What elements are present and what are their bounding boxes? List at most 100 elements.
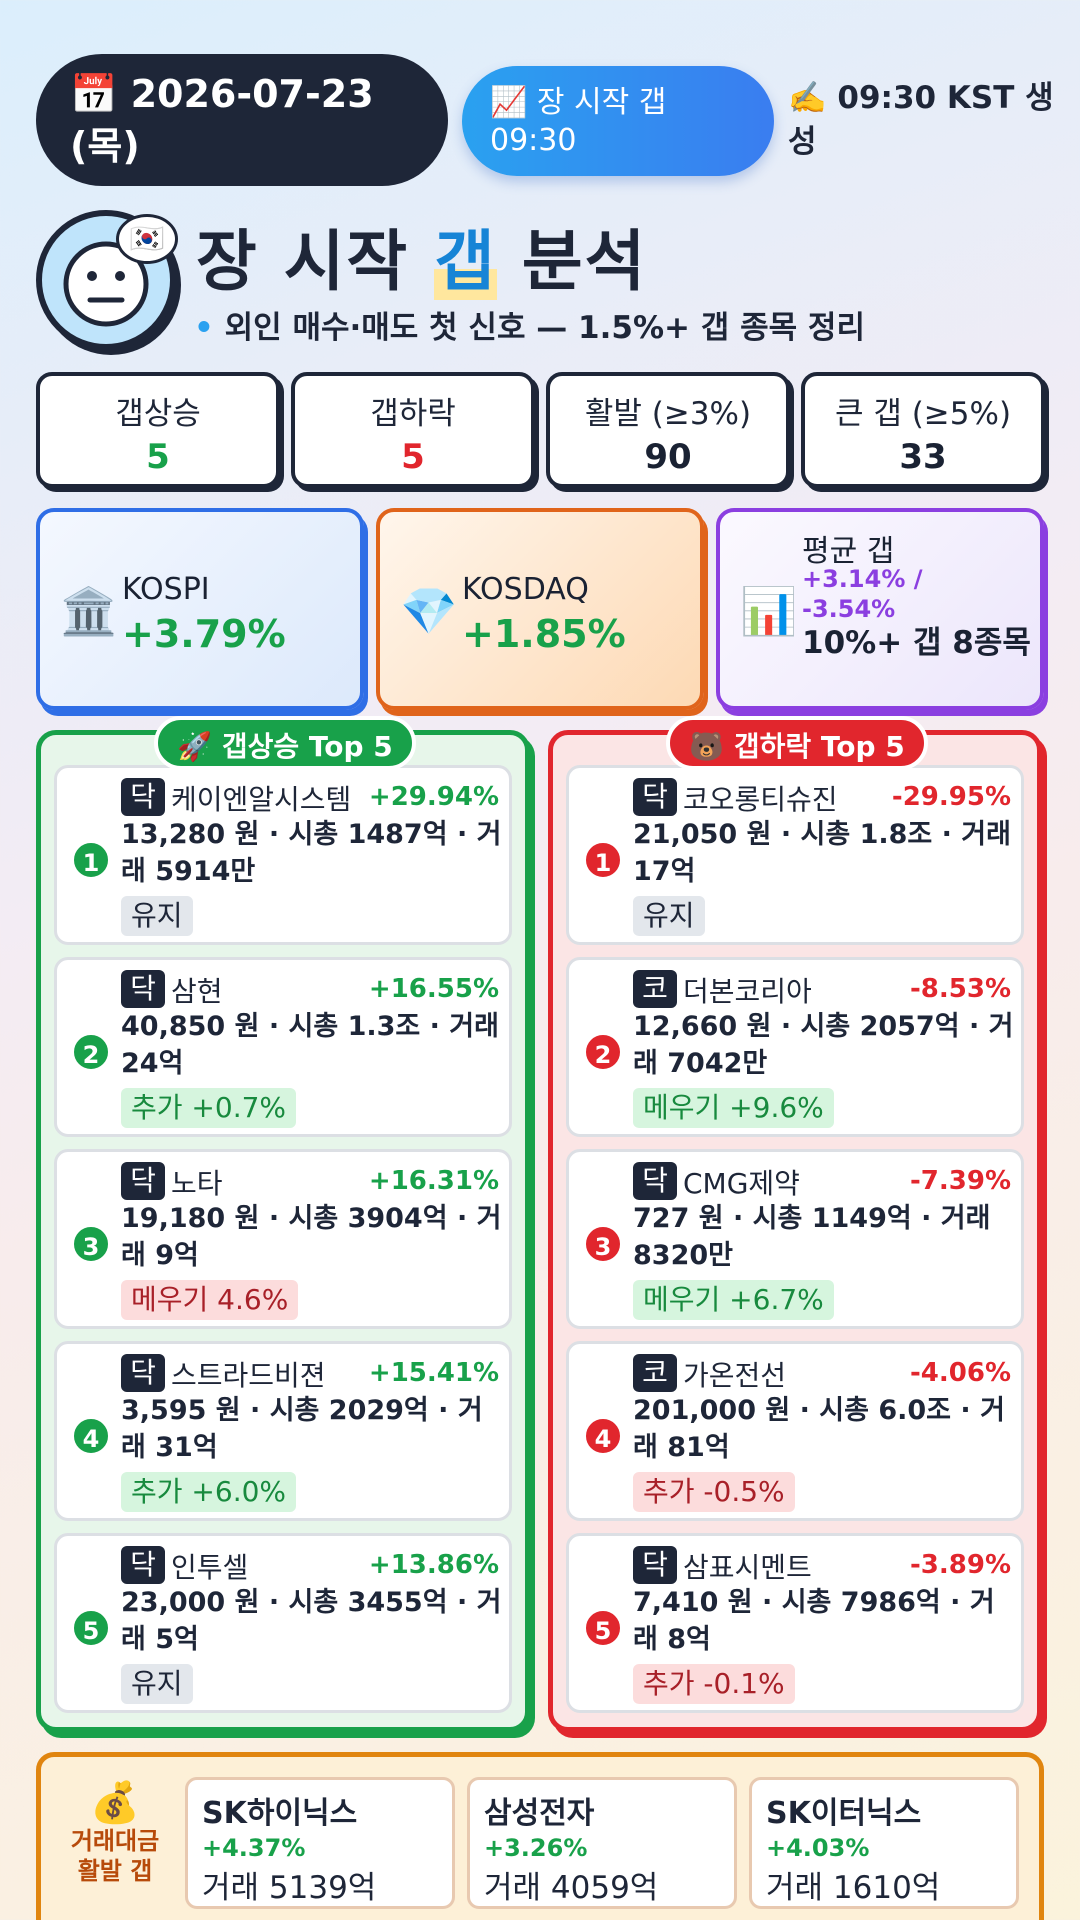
rank-badge: 1 — [583, 840, 623, 880]
market-badge: 닥 — [121, 1354, 165, 1392]
gap-pct: +4.37% — [202, 1834, 306, 1862]
stock-info: 40,850 원 · 시총 1.3조 · 거래 24억 — [121, 1011, 499, 1079]
bullet-dot-icon: • — [194, 310, 214, 346]
gap-down-card[interactable]: 1 닥 코오롱티슈진 -29.95% 21,050 원 · 시총 1.8조 · … — [566, 765, 1024, 945]
stock-name: 삼성전자 — [484, 1796, 595, 1831]
stat-big-gap: 큰 갭 (≥5%) 33 — [801, 372, 1045, 488]
market-badge: 닥 — [633, 1162, 677, 1200]
chart-up-icon: 📈 — [490, 85, 528, 120]
stock-info: 19,180 원 · 시총 3904억 · 거래 9억 — [121, 1203, 502, 1271]
gap-down-card[interactable]: 5 닥 삼표시멘트 -3.89% 7,410 원 · 시총 7986억 · 거래… — [566, 1533, 1024, 1713]
volume-card[interactable]: 삼성전자 +3.26% 거래 4059억 — [467, 1777, 737, 1909]
gap-down-card[interactable]: 4 코 가온전선 -4.06% 201,000 원 · 시총 6.0조 · 거래… — [566, 1341, 1024, 1521]
gem-icon: 💎 — [400, 584, 458, 638]
stock-info: 21,050 원 · 시총 1.8조 · 거래 17억 — [633, 819, 1011, 887]
gap-up-card[interactable]: 4 닥 스트라드비젼 +15.41% 3,595 원 · 시총 2029억 · … — [54, 1341, 512, 1521]
rank-badge: 2 — [583, 1032, 623, 1072]
stock-info: 7,410 원 · 시총 7986억 · 거래 8억 — [633, 1587, 995, 1655]
rank-badge: 4 — [583, 1416, 623, 1456]
page-title: 장 시작 갭 분석 — [196, 223, 648, 300]
stock-info: 201,000 원 · 시총 6.0조 · 거래 81억 — [633, 1395, 1005, 1463]
trade-value: 거래 5139억 — [202, 1870, 377, 1906]
stat-active: 활발 (≥3%) 90 — [546, 372, 790, 488]
market-badge: 닥 — [121, 778, 165, 816]
stock-info: 727 원 · 시총 1149억 · 거래 8320만 — [633, 1203, 991, 1271]
gap-pct: +15.41% — [368, 1358, 499, 1388]
gap-pct: -7.39% — [910, 1166, 1011, 1196]
gap-pct: -4.06% — [910, 1358, 1011, 1388]
kospi-label: KOSPI — [122, 572, 210, 607]
page-subtitle: • 외인 매수·매도 첫 신호 — 1.5%+ 갭 종목 정리 — [194, 310, 865, 346]
stock-name: 코오롱티슈진 — [683, 783, 838, 816]
stock-name: 케이엔알시스템 — [171, 783, 352, 816]
stock-info: 23,000 원 · 시총 3455억 · 거래 5억 — [121, 1587, 502, 1655]
gap-up-panel: 1 닥 케이엔알시스템 +29.94% 13,280 원 · 시총 1487억 … — [36, 730, 530, 1732]
status-tag: 유지 — [121, 896, 193, 936]
average-gap-card: 📊 평균 갭 +3.14% / -3.54% 10%+ 갭 8종목 — [716, 508, 1044, 710]
gap-pct: +16.31% — [368, 1166, 499, 1196]
generated-time: ✍️ 09:30 KST 생성 — [788, 76, 1058, 164]
stock-name: 스트라드비젼 — [171, 1359, 326, 1392]
average-gap-label: 평균 갭 — [802, 534, 895, 569]
date-pill: 📅 2026-07-23 (목) — [36, 54, 448, 186]
kosdaq-pct: +1.85% — [462, 612, 626, 656]
status-tag: 유지 — [121, 1664, 193, 1704]
bar-chart-icon: 📊 — [740, 584, 798, 638]
weekday-text: (목) — [70, 124, 140, 168]
rank-badge: 5 — [71, 1608, 111, 1648]
volume-card[interactable]: SK이터닉스 +4.03% 거래 1610억 — [749, 1777, 1019, 1909]
market-badge: 닥 — [121, 970, 165, 1008]
stock-info: 13,280 원 · 시총 1487억 · 거래 5914만 — [121, 819, 502, 887]
gap-up-card[interactable]: 3 닥 노타 +16.31% 19,180 원 · 시총 3904억 · 거래 … — [54, 1149, 512, 1329]
gap-pct: -29.95% — [891, 782, 1011, 812]
gap-up-card[interactable]: 2 닥 삼현 +16.55% 40,850 원 · 시총 1.3조 · 거래 2… — [54, 957, 512, 1137]
gap-down-panel-title: 🐻 갭하락 Top 5 — [666, 716, 928, 770]
stock-name: SK이터닉스 — [766, 1796, 922, 1831]
bank-building-icon: 🏛️ — [60, 584, 118, 638]
volume-card[interactable]: SK하이닉스 +4.37% 거래 5139억 — [185, 1777, 455, 1909]
gap-pct: -8.53% — [910, 974, 1011, 1004]
gap-down-card[interactable]: 2 코 더본코리아 -8.53% 12,660 원 · 시총 2057억 · 거… — [566, 957, 1024, 1137]
status-tag: 메우기 +9.6% — [633, 1088, 834, 1128]
stock-name: 더본코리아 — [683, 975, 812, 1008]
korea-flag-icon: 🇰🇷 — [116, 214, 178, 264]
market-badge: 닥 — [121, 1162, 165, 1200]
kospi-pct: +3.79% — [122, 612, 286, 656]
status-tag: 추가 -0.1% — [633, 1664, 795, 1704]
gap-down-card[interactable]: 3 닥 CMG제약 -7.39% 727 원 · 시총 1149억 · 거래 8… — [566, 1149, 1024, 1329]
money-bag-icon: 💰 — [90, 1780, 140, 1826]
gap-up-card[interactable]: 1 닥 케이엔알시스템 +29.94% 13,280 원 · 시총 1487억 … — [54, 765, 512, 945]
market-badge: 닥 — [633, 778, 677, 816]
calendar-icon: 📅 — [70, 72, 118, 116]
gap-up-card[interactable]: 5 닥 인투셀 +13.86% 23,000 원 · 시총 3455억 · 거래… — [54, 1533, 512, 1713]
gap-pct: +29.94% — [368, 782, 499, 812]
volume-panel: 💰 거래대금 활발 갭 SK하이닉스 +4.37% 거래 5139억 삼성전자 … — [36, 1752, 1044, 1920]
gap-pct: +13.86% — [368, 1550, 499, 1580]
date-text: 2026-07-23 — [130, 72, 374, 116]
rank-badge: 3 — [71, 1224, 111, 1264]
average-gap-pct: +3.14% / -3.54% — [802, 565, 923, 623]
market-badge: 닥 — [633, 1546, 677, 1584]
rank-badge: 3 — [583, 1224, 623, 1264]
generated-time-text: 09:30 KST 생성 — [788, 80, 1054, 160]
status-tag: 메우기 +6.7% — [633, 1280, 834, 1320]
gap-down-panel: 1 닥 코오롱티슈진 -29.95% 21,050 원 · 시총 1.8조 · … — [548, 730, 1042, 1732]
session-time: 09:30 — [490, 123, 577, 158]
stock-name: 노타 — [171, 1167, 223, 1200]
stock-info: 12,660 원 · 시총 2057억 · 거래 7042만 — [633, 1011, 1014, 1079]
gap-pct: +4.03% — [766, 1834, 870, 1862]
rank-badge: 1 — [71, 840, 111, 880]
trade-value: 거래 4059억 — [484, 1870, 659, 1906]
gap-pct: +3.26% — [484, 1834, 588, 1862]
stock-name: 삼현 — [171, 975, 223, 1008]
stat-gap-down: 갭하락 5 — [291, 372, 535, 488]
gap-up-panel-title: 🚀 갭상승 Top 5 — [154, 716, 416, 770]
kosdaq-card: 💎 KOSDAQ +1.85% — [376, 508, 704, 710]
writing-hand-icon: ✍️ — [788, 80, 827, 116]
session-pill: 📈 장 시작 갭 09:30 — [462, 66, 774, 176]
stock-name: 가온전선 — [683, 1359, 787, 1392]
kospi-card: 🏛️ KOSPI +3.79% — [36, 508, 364, 710]
stock-info: 3,595 원 · 시총 2029억 · 거래 31억 — [121, 1395, 483, 1463]
market-badge: 닥 — [121, 1546, 165, 1584]
rank-badge: 4 — [71, 1416, 111, 1456]
